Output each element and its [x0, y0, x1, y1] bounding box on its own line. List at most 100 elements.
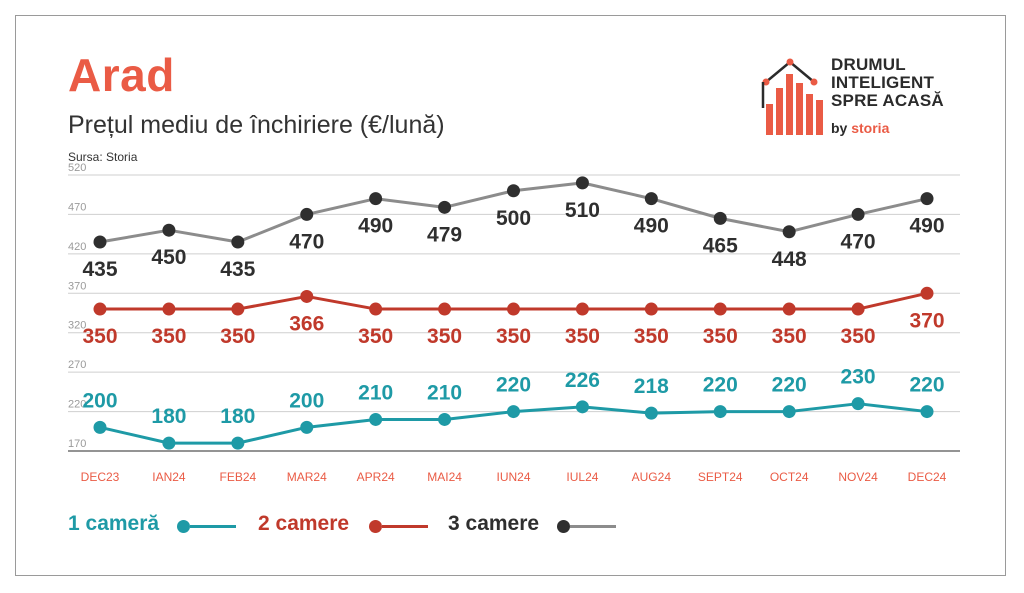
data-point-1-camera: [93, 420, 107, 434]
data-point-1-camera: [575, 400, 589, 414]
house-bar-chart-icon: [761, 58, 823, 135]
data-label-2-camere: 350: [703, 325, 738, 348]
data-label-2-camere: 350: [634, 325, 669, 348]
data-label-1-camera: 220: [909, 374, 944, 397]
data-label-3-camere: 490: [634, 215, 669, 238]
legend-line-1-camera: [190, 525, 236, 528]
data-label-3-camere: 470: [841, 230, 876, 253]
data-label-3-camere: 490: [909, 215, 944, 238]
y-tick-label: 220: [68, 399, 86, 411]
x-tick-label: MAR24: [287, 470, 327, 484]
y-tick-label: 270: [68, 359, 86, 371]
x-tick-label: IUN24: [496, 470, 530, 484]
data-label-3-camere: 450: [151, 246, 186, 269]
data-point-2-camere: [507, 302, 520, 316]
storia-logo: DRUMUL INTELIGENT SPRE ACASĂ by storia: [760, 56, 970, 140]
data-point-1-camera: [713, 405, 727, 419]
legend-line-3-camere: [570, 525, 616, 528]
x-tick-label: FEB24: [219, 470, 256, 484]
legend-marker-2-camere: [369, 520, 382, 533]
data-point-3-camere: [644, 192, 658, 206]
data-label-2-camere: 350: [151, 325, 186, 348]
data-label-2-camere: 350: [565, 325, 600, 348]
x-tick-label: SEPT24: [698, 470, 743, 484]
data-point-2-camere: [162, 302, 176, 316]
page-title: Arad: [68, 49, 175, 101]
data-point-1-camera: [369, 412, 383, 426]
data-point-3-camere: [782, 225, 796, 239]
data-label-1-camera: 220: [703, 374, 738, 397]
data-label-2-camere: 350: [496, 325, 531, 348]
data-point-2-camere: [851, 302, 865, 316]
source-note: Sursa: Storia: [68, 150, 138, 164]
y-tick-label: 370: [68, 280, 86, 292]
data-label-1-camera: 180: [220, 405, 255, 428]
data-point-2-camere: [300, 289, 314, 303]
data-point-2-camere: [93, 302, 107, 316]
data-label-1-camera: 218: [634, 375, 669, 398]
data-label-3-camere: 465: [703, 234, 738, 257]
data-point-3-camere: [231, 235, 245, 249]
logo-tagline: DRUMUL INTELIGENT SPRE ACASĂ: [831, 56, 944, 110]
data-label-3-camere: 479: [427, 223, 462, 246]
legend-label-2-camere: 2 camere: [258, 512, 350, 535]
logo-brand: storia: [851, 120, 890, 136]
x-tick-label: AUG24: [632, 470, 672, 484]
x-tick-label: MAI24: [427, 470, 462, 484]
x-tick-label: DEC23: [81, 470, 120, 484]
chart-frame: [15, 15, 1006, 576]
legend-label-3-camere: 3 camere: [448, 512, 540, 535]
data-label-1-camera: 180: [151, 405, 186, 428]
data-point-2-camere: [644, 302, 658, 316]
data-point-1-camera: [920, 405, 934, 419]
data-point-3-camere: [369, 192, 383, 206]
data-label-2-camere: 350: [772, 325, 807, 348]
y-tick-label: 470: [68, 201, 86, 213]
data-label-1-camera: 200: [82, 389, 117, 412]
data-point-1-camera: [300, 420, 314, 434]
x-tick-label: IUL24: [566, 470, 598, 484]
data-point-3-camere: [507, 184, 520, 198]
legend-item-2-camere: 2 camere: [258, 512, 349, 536]
logo-by: by: [831, 120, 848, 136]
data-label-3-camere: 470: [289, 230, 324, 253]
x-tick-label: NOV24: [838, 470, 878, 484]
data-point-3-camere: [851, 207, 865, 221]
data-point-1-camera: [507, 405, 520, 419]
data-label-2-camere: 366: [289, 312, 324, 335]
x-tick-label: IAN24: [152, 470, 186, 484]
data-point-2-camere: [438, 302, 452, 316]
data-label-2-camere: 370: [909, 309, 944, 332]
y-tick-label: 320: [68, 320, 86, 332]
logo-by-storia: by storia: [831, 120, 889, 136]
data-point-1-camera: [162, 436, 176, 450]
data-point-3-camere: [575, 176, 589, 190]
legend-item-1-camera: 1 cameră: [68, 512, 159, 536]
data-label-3-camere: 490: [358, 215, 393, 238]
data-label-1-camera: 230: [841, 366, 876, 389]
data-point-3-camere: [162, 223, 176, 237]
legend-label-1-camera: 1 cameră: [68, 512, 160, 535]
data-point-1-camera: [644, 406, 658, 420]
data-point-2-camere: [713, 302, 727, 316]
data-label-2-camere: 350: [220, 325, 255, 348]
y-tick-label: 420: [68, 241, 86, 253]
data-label-3-camere: 448: [772, 248, 807, 271]
legend-line-2-camere: [382, 525, 428, 528]
chart-subtitle: Prețul mediu de închiriere (€/lună): [68, 111, 445, 139]
legend-marker-1-camera: [177, 520, 190, 533]
data-point-1-camera: [231, 436, 245, 450]
logo-line-3: SPRE ACASĂ: [831, 91, 944, 110]
data-label-2-camere: 350: [82, 325, 117, 348]
y-tick-label: 170: [68, 438, 86, 450]
y-tick-label: 520: [68, 162, 86, 174]
data-point-1-camera: [782, 405, 796, 419]
data-point-2-camere: [231, 302, 245, 316]
logo-line-1: DRUMUL: [831, 55, 906, 74]
data-point-2-camere: [920, 286, 934, 300]
data-label-1-camera: 200: [289, 389, 324, 412]
data-label-1-camera: 226: [565, 369, 600, 392]
data-label-2-camere: 350: [358, 325, 393, 348]
data-point-3-camere: [920, 192, 934, 206]
